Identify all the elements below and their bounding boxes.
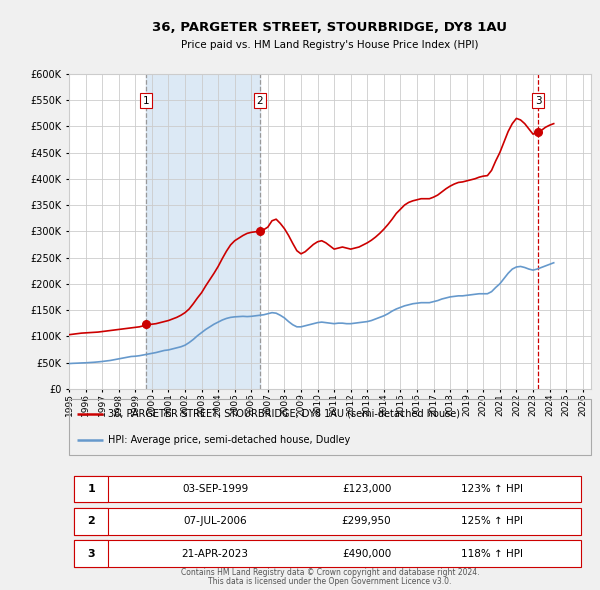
Text: 2: 2 <box>256 96 263 106</box>
FancyBboxPatch shape <box>74 540 581 567</box>
FancyBboxPatch shape <box>74 508 108 535</box>
Text: 3: 3 <box>535 96 541 106</box>
FancyBboxPatch shape <box>74 508 581 535</box>
Text: Price paid vs. HM Land Registry's House Price Index (HPI): Price paid vs. HM Land Registry's House … <box>181 40 479 50</box>
FancyBboxPatch shape <box>74 476 581 503</box>
Text: 21-APR-2023: 21-APR-2023 <box>182 549 248 559</box>
Text: 1: 1 <box>88 484 95 494</box>
Text: £123,000: £123,000 <box>342 484 391 494</box>
Text: 36, PARGETER STREET, STOURBRIDGE, DY8 1AU (semi-detached house): 36, PARGETER STREET, STOURBRIDGE, DY8 1A… <box>108 409 460 419</box>
Bar <box>146 74 260 389</box>
Text: £490,000: £490,000 <box>342 549 391 559</box>
Text: Contains HM Land Registry data © Crown copyright and database right 2024.: Contains HM Land Registry data © Crown c… <box>181 568 479 576</box>
Text: 03-SEP-1999: 03-SEP-1999 <box>182 484 248 494</box>
Text: £299,950: £299,950 <box>342 516 391 526</box>
Text: 1: 1 <box>143 96 150 106</box>
Text: 118% ↑ HPI: 118% ↑ HPI <box>461 549 523 559</box>
FancyBboxPatch shape <box>74 476 108 503</box>
Text: 3: 3 <box>88 549 95 559</box>
Text: 123% ↑ HPI: 123% ↑ HPI <box>461 484 523 494</box>
Text: 36, PARGETER STREET, STOURBRIDGE, DY8 1AU: 36, PARGETER STREET, STOURBRIDGE, DY8 1A… <box>152 21 508 34</box>
Text: This data is licensed under the Open Government Licence v3.0.: This data is licensed under the Open Gov… <box>208 577 452 586</box>
Text: 2: 2 <box>88 516 95 526</box>
Text: 125% ↑ HPI: 125% ↑ HPI <box>461 516 523 526</box>
Text: HPI: Average price, semi-detached house, Dudley: HPI: Average price, semi-detached house,… <box>108 435 350 445</box>
FancyBboxPatch shape <box>74 540 108 567</box>
Text: 07-JUL-2006: 07-JUL-2006 <box>184 516 247 526</box>
